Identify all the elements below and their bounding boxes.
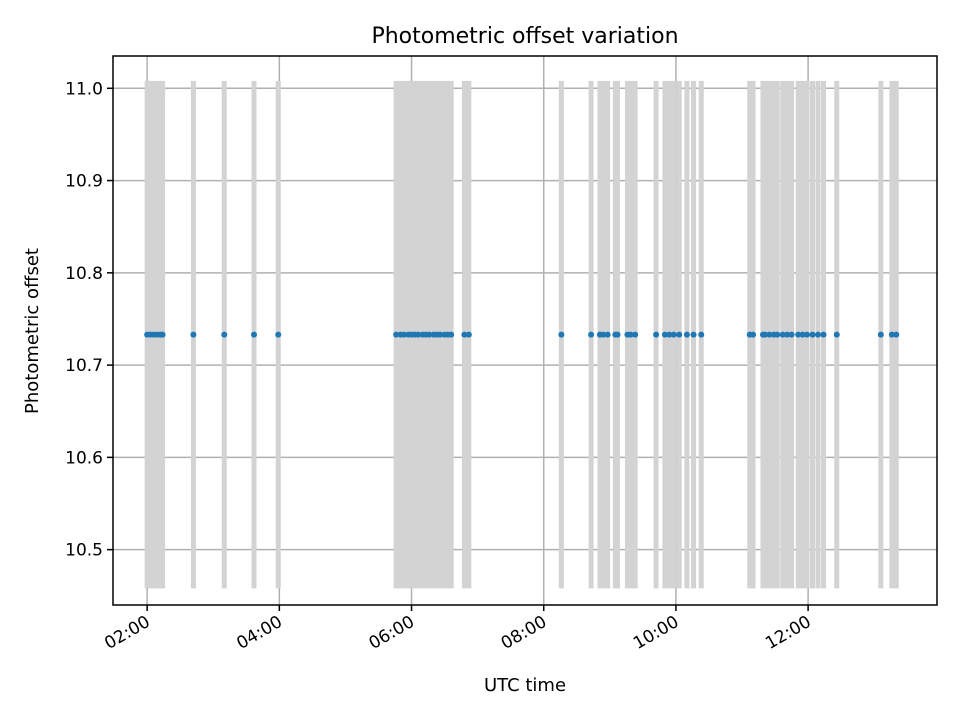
y-tick-label: 10.7 [65,356,103,376]
y-tick-label: 11.0 [65,79,103,99]
data-point [275,331,282,338]
y-axis-ticks: 10.5 10.6 10.7 10.8 10.9 11.0 [65,79,113,561]
data-point [437,331,444,338]
data-point [670,331,677,338]
data-point [461,331,468,338]
data-point [661,331,668,338]
x-tick-label: 06:00 [366,612,418,654]
y-tick-label: 10.8 [65,264,103,284]
data-point [698,331,705,338]
data-point [558,331,565,338]
data-point [799,331,806,338]
data-point [426,331,433,338]
data-point [676,331,683,338]
y-tick-label: 10.6 [65,448,103,468]
data-point [784,331,791,338]
chart-title: Photometric offset variation [371,24,678,49]
data-point [774,331,781,338]
data-point [809,331,816,338]
data-point [448,331,455,338]
data-points [144,331,900,338]
y-axis-label: Photometric offset [22,248,43,414]
data-point [393,331,400,338]
data-point [400,331,407,338]
data-point [820,331,827,338]
y-tick-label: 10.5 [65,541,103,561]
data-point [614,331,621,338]
x-tick-label: 02:00 [101,612,153,654]
data-point [833,331,840,338]
x-tick-label: 10:00 [630,612,682,654]
data-point [690,331,697,338]
data-point [683,331,690,338]
x-tick-label: 12:00 [762,612,814,654]
data-point [888,331,895,338]
x-axis-label: UTC time [484,675,566,696]
data-point [795,331,802,338]
data-point [415,331,422,338]
data-point [653,331,660,338]
data-point [666,331,673,338]
data-point [766,331,773,338]
x-axis-ticks: 02:00 04:00 06:00 08:00 10:00 12:00 [101,605,815,654]
data-point [604,331,611,338]
data-point [627,331,634,338]
data-point [877,331,884,338]
data-point [893,331,900,338]
plot-frame [112,55,938,606]
x-tick-label: 04:00 [233,612,285,654]
data-point [251,331,258,338]
data-point [804,331,811,338]
data-point [190,331,197,338]
data-point [465,331,472,338]
y-tick-label: 10.9 [65,172,103,192]
data-point [815,331,822,338]
data-point [588,331,595,338]
data-point [600,331,607,338]
data-point [632,331,639,338]
x-tick-label: 08:00 [498,612,550,654]
data-point [762,331,769,338]
data-point [788,331,795,338]
data-point [159,331,166,338]
data-point [779,331,786,338]
data-point [750,331,757,338]
data-point [221,331,228,338]
